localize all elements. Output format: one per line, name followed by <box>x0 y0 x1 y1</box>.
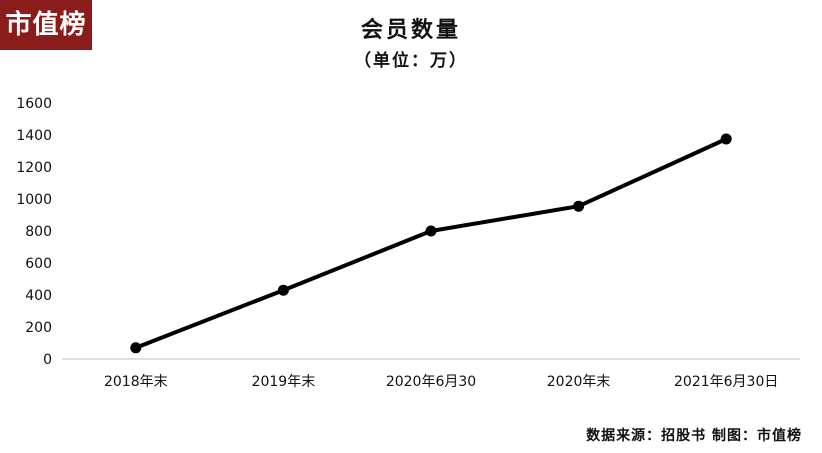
y-tick-label: 1400 <box>16 128 52 144</box>
y-tick-label: 200 <box>25 320 52 336</box>
x-tick-label: 2020年6月30 <box>386 374 476 390</box>
x-tick-label: 2020年末 <box>547 374 611 390</box>
chart-subtitle: （单位：万） <box>354 51 468 71</box>
data-point <box>277 284 289 296</box>
x-tick-label: 2019年末 <box>252 374 316 390</box>
y-tick-label: 1000 <box>16 192 52 208</box>
data-point <box>720 133 732 145</box>
chart-title: 会员数量 <box>360 18 461 43</box>
x-tick-label: 2018年末 <box>104 374 168 390</box>
data-point <box>425 225 437 237</box>
y-tick-label: 1600 <box>16 96 52 112</box>
y-tick-label: 1200 <box>16 160 52 176</box>
x-tick-label: 2021年6月30日 <box>674 374 778 390</box>
data-point <box>573 200 585 212</box>
y-tick-label: 0 <box>43 352 52 368</box>
source-note: 数据来源：招股书 制图：市值榜 <box>586 428 802 444</box>
y-tick-label: 600 <box>25 256 52 272</box>
series-line <box>133 137 729 350</box>
y-tick-label: 400 <box>25 288 52 304</box>
y-tick-label: 800 <box>25 224 52 240</box>
data-point <box>130 342 142 354</box>
brand-logo: 市值榜 <box>0 0 92 50</box>
